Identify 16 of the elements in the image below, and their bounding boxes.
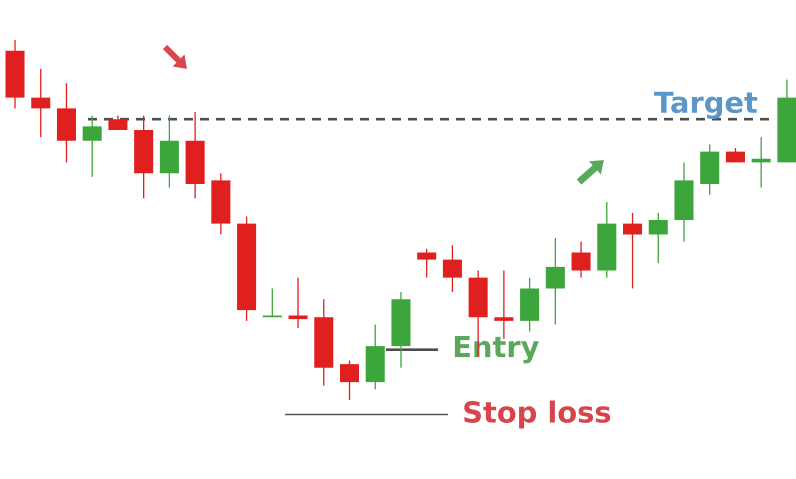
candlestick <box>442 244 462 293</box>
candlestick <box>288 277 308 329</box>
ref-line-label: Target <box>654 92 758 119</box>
candlestick <box>546 237 565 326</box>
candlestick <box>31 68 50 138</box>
candlestick <box>82 114 102 178</box>
candlestick <box>417 248 436 278</box>
candlestick <box>262 288 282 318</box>
candlestick <box>648 212 668 264</box>
candlestick <box>108 114 128 131</box>
candlestick <box>752 136 771 188</box>
candlestick <box>572 240 591 278</box>
ref-line-label: Stop loss <box>464 400 610 429</box>
candlestick <box>623 212 642 290</box>
candlestick <box>726 147 745 164</box>
candlestick <box>340 360 360 401</box>
